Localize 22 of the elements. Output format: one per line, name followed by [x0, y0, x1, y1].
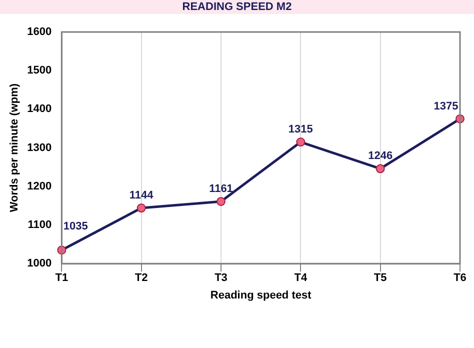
y-tick-label: 1200 [27, 180, 52, 192]
y-tick-label: 1400 [27, 103, 52, 116]
data-label: 1144 [129, 190, 154, 202]
y-axis-title: Words per minute (wpm) [8, 83, 21, 212]
x-tick-label: T6 [454, 272, 466, 284]
x-axis-title: Reading speed test [210, 289, 312, 302]
x-tick-label: T4 [294, 272, 308, 284]
data-label: 1035 [63, 220, 88, 233]
data-label: 1375 [434, 100, 458, 112]
data-label: 1315 [288, 124, 313, 136]
y-tick-label: 1500 [27, 64, 52, 77]
x-tick-label: T3 [214, 272, 228, 284]
y-tick-label: 1300 [27, 142, 52, 154]
chart-title: READING SPEED M2 [0, 0, 474, 14]
data-label: 1246 [368, 150, 393, 162]
data-label: 1161 [209, 182, 233, 195]
x-tick-label: T1 [55, 272, 68, 284]
y-tick-label: 1600 [27, 26, 52, 38]
y-tick-label: 1000 [27, 258, 52, 270]
x-tick-label: T2 [134, 272, 148, 284]
x-tick-label: T5 [374, 272, 387, 284]
y-tick-label: 1100 [28, 219, 52, 232]
